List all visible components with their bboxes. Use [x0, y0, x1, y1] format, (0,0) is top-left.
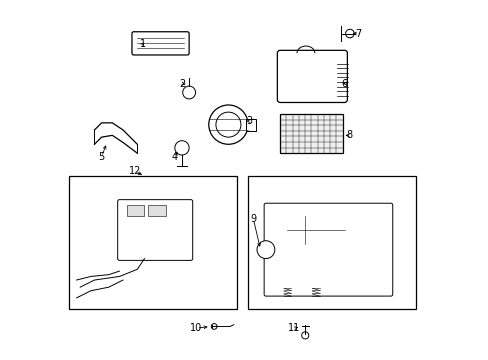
Circle shape [211, 324, 217, 329]
Text: 9: 9 [250, 214, 256, 224]
Text: 3: 3 [246, 116, 252, 126]
Circle shape [208, 105, 247, 144]
Bar [247, 176, 415, 309]
Bar [69, 176, 237, 309]
Circle shape [175, 141, 189, 155]
FancyBboxPatch shape [277, 50, 346, 103]
Bar [148, 205, 165, 216]
Text: 12: 12 [129, 166, 142, 176]
FancyBboxPatch shape [132, 32, 189, 55]
Text: 4: 4 [171, 152, 178, 162]
FancyBboxPatch shape [118, 200, 192, 260]
Circle shape [345, 29, 353, 38]
Text: 6: 6 [341, 78, 347, 89]
Circle shape [301, 332, 308, 339]
Circle shape [216, 112, 241, 137]
Text: 8: 8 [346, 130, 352, 140]
Text: 10: 10 [190, 323, 202, 333]
FancyBboxPatch shape [245, 118, 255, 131]
Bar [126, 205, 144, 216]
FancyBboxPatch shape [264, 203, 392, 296]
Bar [280, 114, 342, 153]
Circle shape [257, 241, 274, 258]
Text: 11: 11 [288, 323, 300, 333]
Text: 7: 7 [355, 28, 361, 39]
Circle shape [183, 86, 195, 99]
Text: 2: 2 [179, 78, 185, 89]
Text: 1: 1 [140, 39, 145, 49]
Text: 5: 5 [98, 152, 104, 162]
